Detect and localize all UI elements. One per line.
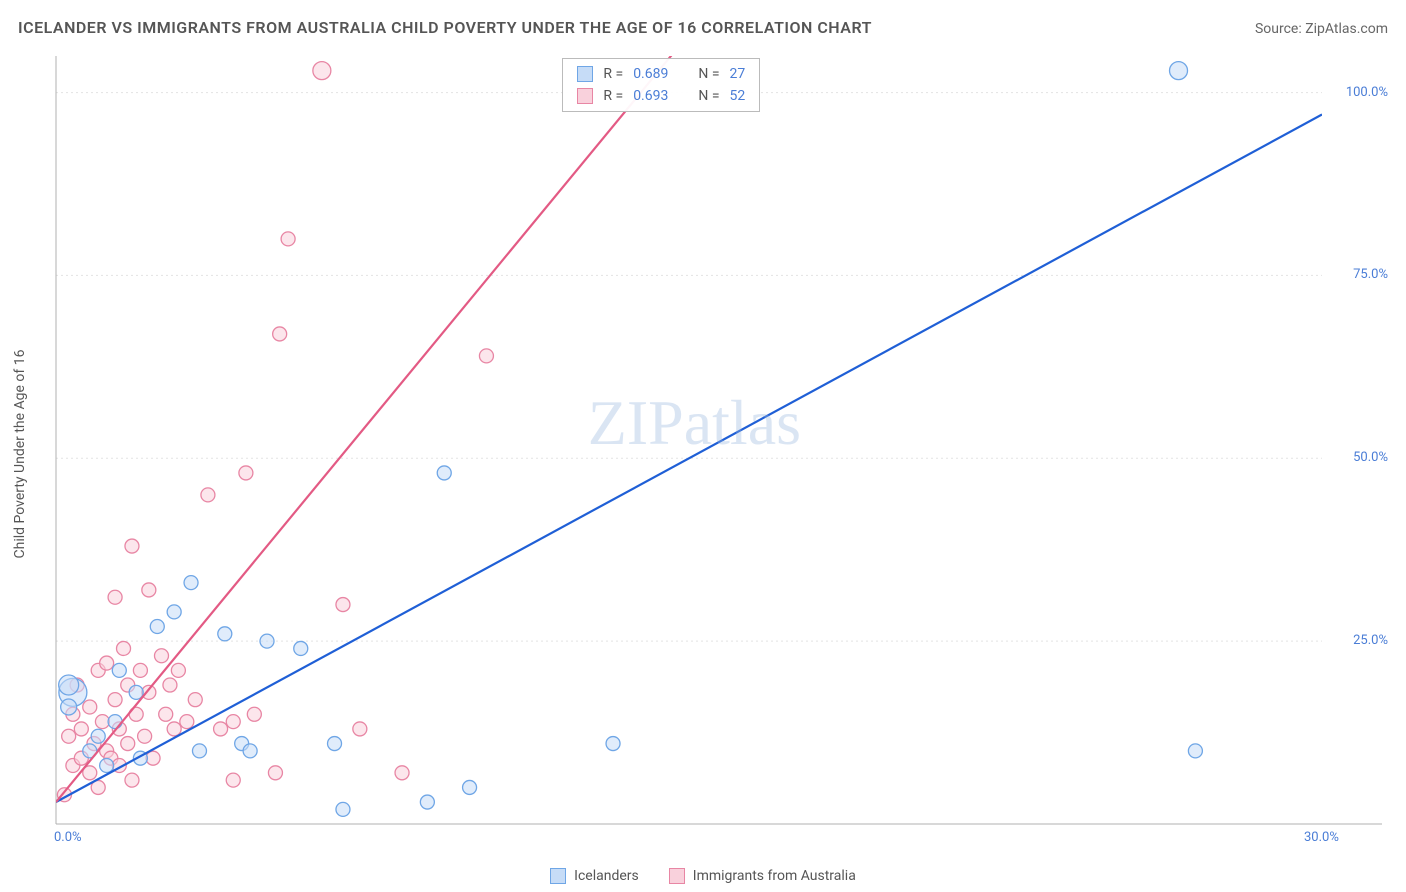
- scatter-point: [192, 744, 206, 758]
- scatter-point: [125, 773, 139, 787]
- scatter-point: [180, 715, 194, 729]
- scatter-point: [273, 327, 287, 341]
- scatter-point: [61, 699, 77, 715]
- n-value: 27: [730, 63, 746, 85]
- scatter-point: [239, 466, 253, 480]
- scatter-point: [108, 715, 122, 729]
- scatter-point: [201, 488, 215, 502]
- title-row: ICELANDER VS IMMIGRANTS FROM AUSTRALIA C…: [18, 18, 1388, 37]
- scatter-point: [167, 722, 181, 736]
- r-value: 0.689: [633, 63, 668, 85]
- scatter-point: [159, 707, 173, 721]
- y-tick-label: 50.0%: [1353, 450, 1388, 465]
- scatter-point: [243, 744, 257, 758]
- scatter-point: [353, 722, 367, 736]
- n-label: N =: [698, 63, 719, 85]
- scatter-point: [247, 707, 261, 721]
- scatter-point: [1170, 62, 1188, 80]
- y-tick-label: 75.0%: [1353, 267, 1388, 282]
- scatter-point: [294, 641, 308, 655]
- scatter-point: [121, 737, 135, 751]
- scatter-point: [606, 737, 620, 751]
- x-tick-label: 30.0%: [1304, 830, 1339, 845]
- scatter-point: [125, 539, 139, 553]
- scatter-point: [226, 715, 240, 729]
- legend-swatch: [577, 66, 593, 82]
- scatter-point: [328, 737, 342, 751]
- legend-swatch: [669, 868, 685, 884]
- scatter-point: [171, 663, 185, 677]
- scatter-point: [260, 634, 274, 648]
- scatter-point: [313, 62, 331, 80]
- chart-title: ICELANDER VS IMMIGRANTS FROM AUSTRALIA C…: [18, 18, 872, 37]
- scatter-point: [420, 795, 434, 809]
- r-label: R =: [603, 85, 623, 107]
- scatter-point: [91, 729, 105, 743]
- scatter-point: [146, 751, 160, 765]
- scatter-point: [74, 722, 88, 736]
- scatter-point: [479, 349, 493, 363]
- scatter-point: [463, 780, 477, 794]
- r-value: 0.693: [633, 85, 668, 107]
- scatter-point: [150, 620, 164, 634]
- legend-item: Icelanders: [550, 868, 639, 884]
- n-label: N =: [698, 85, 719, 107]
- scatter-point: [62, 729, 76, 743]
- scatter-point: [142, 685, 156, 699]
- legend-row: R = 0.693 N = 52: [577, 85, 745, 107]
- legend-row: R = 0.689 N = 27: [577, 63, 745, 85]
- legend-item: Immigrants from Australia: [669, 868, 856, 884]
- scatter-point: [133, 663, 147, 677]
- r-label: R =: [603, 63, 623, 85]
- scatter-point: [268, 766, 282, 780]
- scatter-point: [108, 693, 122, 707]
- scatter-point: [108, 590, 122, 604]
- scatter-point: [395, 766, 409, 780]
- scatter-point: [59, 675, 79, 695]
- scatter-point: [100, 758, 114, 772]
- x-tick-label: 0.0%: [54, 830, 82, 845]
- scatter-point: [95, 715, 109, 729]
- chart-container: ICELANDER VS IMMIGRANTS FROM AUSTRALIA C…: [0, 0, 1406, 892]
- watermark: ZIPatlas: [588, 386, 801, 460]
- scatter-point: [112, 663, 126, 677]
- y-axis-label: Child Poverty Under the Age of 16: [12, 350, 28, 559]
- n-value: 52: [730, 85, 746, 107]
- scatter-point: [155, 649, 169, 663]
- series-legend: Icelanders Immigrants from Australia: [0, 868, 1406, 884]
- legend-label: Immigrants from Australia: [693, 868, 856, 884]
- scatter-point: [437, 466, 451, 480]
- legend-swatch: [550, 868, 566, 884]
- scatter-point: [163, 678, 177, 692]
- scatter-point: [336, 802, 350, 816]
- y-tick-label: 100.0%: [1346, 85, 1388, 100]
- plot-area: ZIPatlas R = 0.689 N = 27 R = 0.693 N = 52 25.0…: [52, 50, 1392, 852]
- scatter-point: [142, 583, 156, 597]
- scatter-point: [281, 232, 295, 246]
- scatter-point: [226, 773, 240, 787]
- scatter-point: [218, 627, 232, 641]
- scatter-point: [83, 700, 97, 714]
- source-label: Source: ZipAtlas.com: [1255, 21, 1388, 37]
- scatter-point: [188, 693, 202, 707]
- scatter-point: [214, 722, 228, 736]
- scatter-point: [167, 605, 181, 619]
- legend-label: Icelanders: [574, 868, 639, 884]
- y-tick-label: 25.0%: [1353, 633, 1388, 648]
- scatter-point: [117, 641, 131, 655]
- scatter-point: [138, 729, 152, 743]
- scatter-point: [100, 656, 114, 670]
- correlation-legend: R = 0.689 N = 27 R = 0.693 N = 52: [562, 58, 760, 112]
- scatter-point: [184, 576, 198, 590]
- scatter-point: [1188, 744, 1202, 758]
- scatter-point: [336, 598, 350, 612]
- legend-swatch: [577, 88, 593, 104]
